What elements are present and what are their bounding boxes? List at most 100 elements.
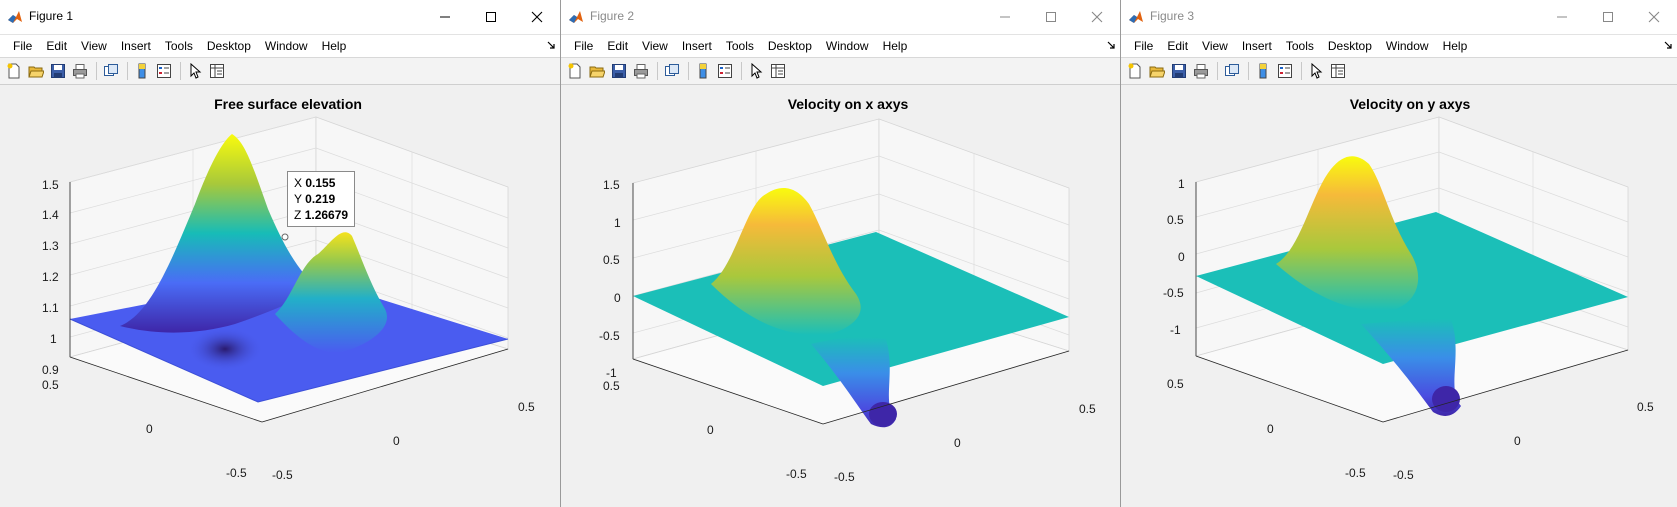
menu-desktop[interactable]: Desktop (767, 39, 812, 53)
minimize-button[interactable] (422, 0, 468, 34)
menu-view[interactable]: View (642, 39, 668, 53)
x-tick: 0.5 (1637, 400, 1654, 414)
matlab-icon (569, 11, 583, 23)
menu-insert[interactable]: Insert (1241, 39, 1272, 53)
window-title: Figure 3 (1150, 9, 1195, 23)
edit-plot-icon[interactable] (746, 61, 766, 81)
legend-icon[interactable] (154, 61, 174, 81)
save-icon[interactable] (609, 61, 629, 81)
x-tick: 0.5 (518, 400, 535, 414)
axes-area[interactable]: Velocity on x axys (561, 84, 1120, 507)
menu-file[interactable]: File (13, 39, 33, 53)
y-tick: 0 (146, 422, 153, 436)
menu-edit[interactable]: Edit (1167, 39, 1189, 53)
close-button[interactable] (1631, 0, 1677, 34)
link-plot-icon[interactable] (101, 61, 121, 81)
save-icon[interactable] (48, 61, 68, 81)
menu-tools[interactable]: Tools (725, 39, 754, 53)
colorbar-icon[interactable] (132, 61, 152, 81)
maximize-icon (1046, 12, 1056, 22)
dock-arrow-icon[interactable] (1106, 40, 1116, 50)
dock-arrow-icon[interactable] (546, 40, 556, 50)
link-plot-icon[interactable] (662, 61, 682, 81)
x-tick: 0.5 (1079, 402, 1096, 416)
print-icon[interactable] (70, 61, 90, 81)
open-file-icon[interactable] (587, 61, 607, 81)
new-figure-icon[interactable] (4, 61, 24, 81)
menu-desktop[interactable]: Desktop (1327, 39, 1372, 53)
colorbar-icon[interactable] (1253, 61, 1273, 81)
menu-help[interactable]: Help (1442, 39, 1468, 53)
menu-view[interactable]: View (1202, 39, 1228, 53)
menu-tools[interactable]: Tools (164, 39, 193, 53)
save-icon[interactable] (1169, 61, 1189, 81)
edit-plot-icon[interactable] (1306, 61, 1326, 81)
surface-plot[interactable] (0, 84, 561, 507)
menu-window[interactable]: Window (1385, 39, 1429, 53)
y-tick: 0.5 (42, 378, 59, 392)
legend-icon[interactable] (1275, 61, 1295, 81)
menu-edit[interactable]: Edit (46, 39, 68, 53)
property-inspector-icon[interactable] (1328, 61, 1348, 81)
new-figure-icon[interactable] (1125, 61, 1145, 81)
datatip-y: Y 0.219 (294, 192, 336, 206)
minimize-button[interactable] (1539, 0, 1585, 34)
z-tick: 0 (1178, 250, 1185, 264)
title-bar[interactable]: Figure 2 (561, 0, 1120, 35)
print-icon[interactable] (1191, 61, 1211, 81)
close-icon (531, 11, 543, 23)
menu-file[interactable]: File (1134, 39, 1154, 53)
link-plot-icon[interactable] (1222, 61, 1242, 81)
open-file-icon[interactable] (1147, 61, 1167, 81)
open-file-icon[interactable] (26, 61, 46, 81)
datatip-x: X 0.155 (294, 176, 336, 190)
colorbar-icon[interactable] (693, 61, 713, 81)
print-icon[interactable] (631, 61, 651, 81)
maximize-button[interactable] (1028, 0, 1074, 34)
menu-help[interactable]: Help (882, 39, 908, 53)
plot-title: Velocity on y axys (1349, 96, 1471, 112)
axes-area[interactable]: Velocity on y axys (1121, 84, 1677, 507)
datatip-marker[interactable] (281, 233, 289, 241)
maximize-button[interactable] (1585, 0, 1631, 34)
new-figure-icon[interactable] (565, 61, 585, 81)
minimize-icon (1557, 16, 1567, 18)
menu-edit[interactable]: Edit (607, 39, 629, 53)
surface-plot[interactable] (561, 84, 1121, 507)
axes-area[interactable]: Free surface elevation (0, 84, 560, 507)
surface-plot[interactable] (1121, 84, 1677, 507)
close-button[interactable] (514, 0, 560, 34)
x-tick: -0.5 (272, 468, 293, 482)
toolbar-separator (1248, 62, 1249, 80)
toolbar-separator (96, 62, 97, 80)
edit-plot-icon[interactable] (185, 61, 205, 81)
title-bar[interactable]: Figure 1 (0, 0, 560, 35)
menu-insert[interactable]: Insert (681, 39, 712, 53)
plot-title: Free surface elevation (214, 96, 362, 112)
toolbar-separator (127, 62, 128, 80)
property-inspector-icon[interactable] (768, 61, 788, 81)
menu-help[interactable]: Help (321, 39, 347, 53)
minimize-button[interactable] (982, 0, 1028, 34)
y-tick: 0.5 (1167, 377, 1184, 391)
menu-window[interactable]: Window (825, 39, 869, 53)
y-tick: -0.5 (1345, 466, 1366, 480)
menu-view[interactable]: View (81, 39, 107, 53)
menu-file[interactable]: File (574, 39, 594, 53)
plot-title: Velocity on x axys (787, 96, 909, 112)
menu-insert[interactable]: Insert (120, 39, 151, 53)
menu-desktop[interactable]: Desktop (206, 39, 251, 53)
maximize-icon (486, 12, 496, 22)
toolbar-separator (657, 62, 658, 80)
close-button[interactable] (1074, 0, 1120, 34)
dock-arrow-icon[interactable] (1663, 40, 1673, 50)
menu-window[interactable]: Window (264, 39, 308, 53)
title-bar[interactable]: Figure 3 (1121, 0, 1677, 35)
maximize-button[interactable] (468, 0, 514, 34)
legend-icon[interactable] (715, 61, 735, 81)
window-title: Figure 1 (29, 9, 74, 23)
datatip[interactable]: X 0.155 Y 0.219 Z 1.26679 (287, 171, 356, 227)
menu-bar: File Edit View Insert Tools Desktop Wind… (0, 35, 560, 57)
property-inspector-icon[interactable] (207, 61, 227, 81)
menu-tools[interactable]: Tools (1285, 39, 1314, 53)
